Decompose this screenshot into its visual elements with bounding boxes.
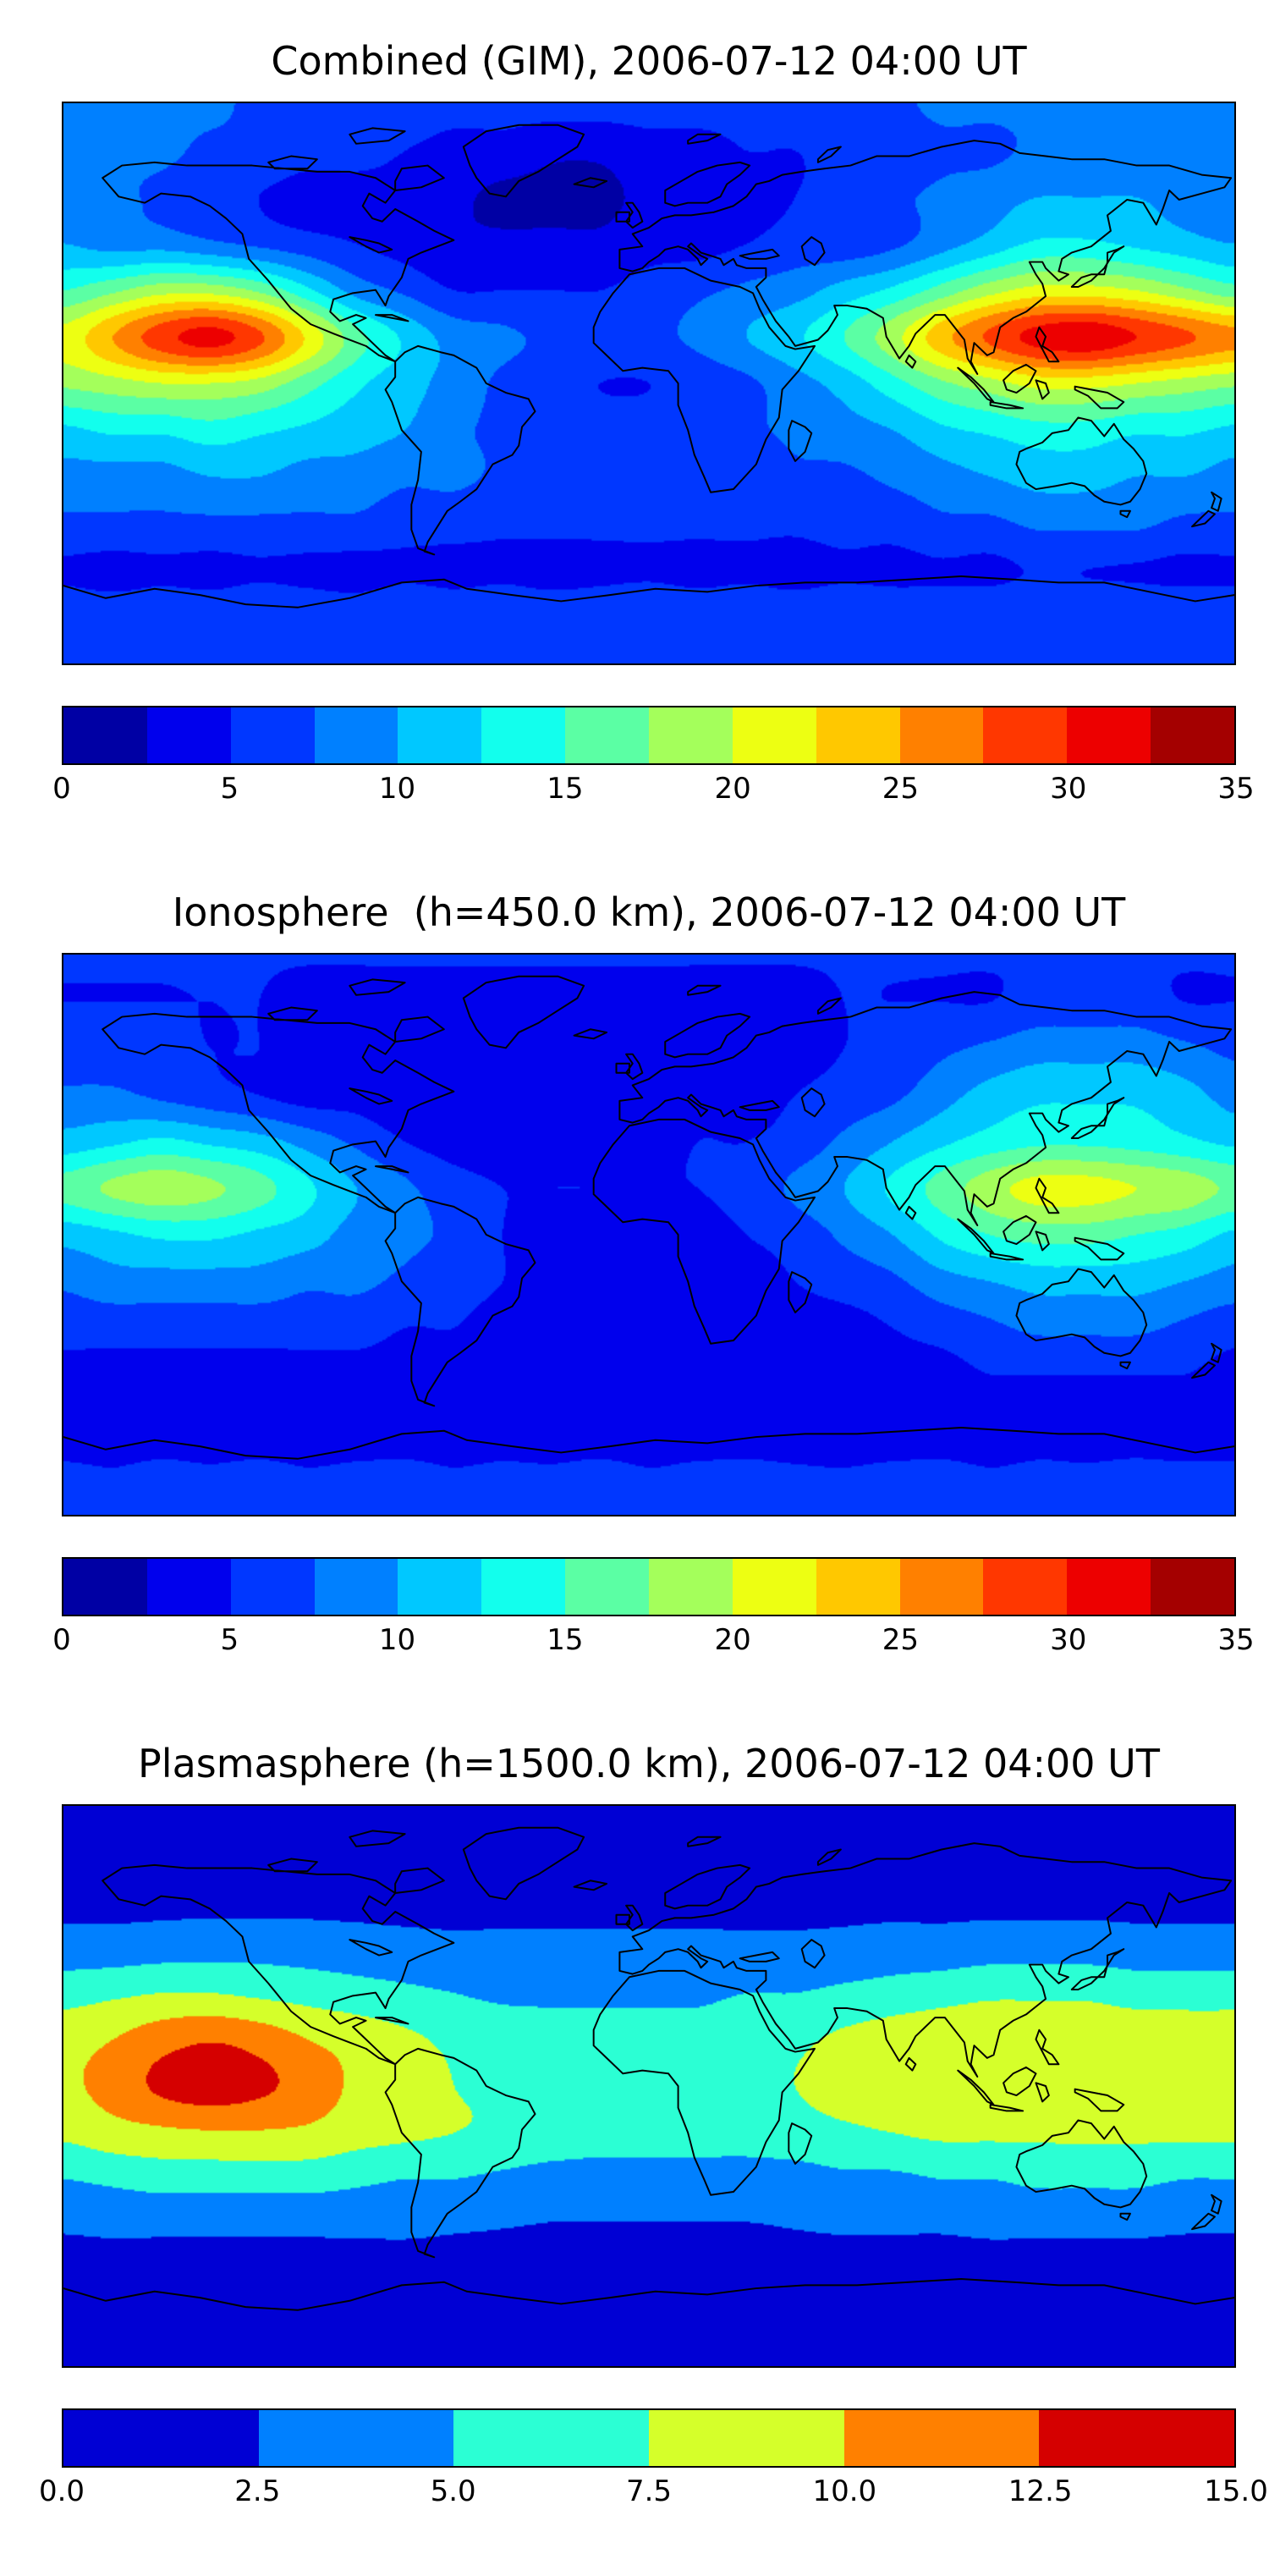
colorbar-tick-label: 5 bbox=[220, 1623, 239, 1657]
panel-plasmasphere: Plasmasphere (h=1500.0 km), 2006-07-12 0… bbox=[39, 1740, 1268, 2515]
colorbar-tick-label: 15 bbox=[547, 1623, 584, 1657]
colorbar-segment bbox=[732, 1559, 816, 1615]
colorbar-segment bbox=[649, 2410, 844, 2466]
colorbar-tick-label: 35 bbox=[1217, 1623, 1255, 1657]
colorbar-segment bbox=[565, 1559, 650, 1615]
colorbar-segment bbox=[314, 1559, 398, 1615]
colorbar-tick-label: 30 bbox=[1050, 1623, 1087, 1657]
colorbar-tick-label: 25 bbox=[882, 1623, 920, 1657]
colorbar-segment bbox=[983, 707, 1068, 763]
colorbar-segment bbox=[230, 707, 315, 763]
colorbar-ticks: 0 5 10 15 20 25 30 35 bbox=[52, 772, 1254, 812]
coastline-path bbox=[63, 124, 1234, 608]
colorbar-segment bbox=[983, 1559, 1068, 1615]
coastlines-overlay bbox=[63, 1826, 1234, 2311]
colorbar-tick-label: 15.0 bbox=[1204, 2474, 1268, 2508]
colorbar-tick-label: 5.0 bbox=[430, 2474, 476, 2508]
colorbar-ticks: 0 5 10 15 20 25 30 35 bbox=[52, 1623, 1254, 1664]
tec-contour-canvas bbox=[63, 1806, 1234, 2366]
colorbar-ticks: 0.0 2.5 5.0 7.5 10.0 12.5 15.0 bbox=[39, 2474, 1268, 2515]
colorbar bbox=[62, 2408, 1236, 2468]
panel-ionosphere: Ionosphere (h=450.0 km), 2006-07-12 04:0… bbox=[52, 889, 1254, 1664]
colorbar-segment bbox=[649, 1559, 733, 1615]
colorbar-segment bbox=[899, 1559, 984, 1615]
colorbar-segment bbox=[398, 1559, 482, 1615]
coastline-path bbox=[63, 975, 1234, 1460]
colorbar-tick-label: 12.5 bbox=[1008, 2474, 1073, 2508]
colorbar-tick-label: 0 bbox=[52, 1623, 71, 1657]
colorbar-segment bbox=[1151, 1559, 1235, 1615]
colorbar-tick-label: 30 bbox=[1050, 772, 1087, 806]
colorbar-segment bbox=[63, 1559, 147, 1615]
colorbar-segment bbox=[816, 1559, 900, 1615]
colorbar-segment bbox=[816, 707, 900, 763]
colorbar-tick-label: 20 bbox=[714, 772, 751, 806]
colorbar-segment bbox=[565, 707, 650, 763]
colorbar-segment bbox=[481, 1559, 566, 1615]
colorbar-segment bbox=[899, 707, 984, 763]
colorbar bbox=[62, 706, 1236, 765]
colorbar-segment bbox=[63, 2410, 259, 2466]
colorbar-tick-label: 25 bbox=[882, 772, 920, 806]
coastlines-overlay bbox=[63, 124, 1234, 608]
panel-title: Ionosphere (h=450.0 km), 2006-07-12 04:0… bbox=[172, 889, 1126, 935]
colorbar-segment bbox=[481, 707, 566, 763]
colorbar-segment bbox=[453, 2410, 650, 2466]
colorbar-tick-label: 2.5 bbox=[234, 2474, 281, 2508]
colorbar-tick-label: 10 bbox=[378, 772, 416, 806]
colorbar-tick-label: 5 bbox=[220, 772, 239, 806]
colorbar-segment bbox=[843, 2410, 1040, 2466]
tec-contour-canvas bbox=[63, 955, 1234, 1515]
coastlines-overlay bbox=[63, 975, 1234, 1460]
colorbar-segment bbox=[258, 2410, 454, 2466]
tec-maps-figure: Combined (GIM), 2006-07-12 04:00 UT 0 5 10… bbox=[0, 37, 1269, 2515]
colorbar-tick-label: 10.0 bbox=[812, 2474, 877, 2508]
colorbar-tick-label: 0 bbox=[52, 772, 71, 806]
colorbar-tick-label: 15 bbox=[547, 772, 584, 806]
panel-combined-gim: Combined (GIM), 2006-07-12 04:00 UT 0 5 10… bbox=[52, 37, 1254, 812]
world-map-plot bbox=[62, 102, 1236, 665]
colorbar bbox=[62, 1557, 1236, 1616]
tec-contour-canvas bbox=[63, 103, 1234, 663]
colorbar-segment bbox=[314, 707, 398, 763]
coastline-path bbox=[63, 1826, 1234, 2311]
colorbar-segment bbox=[146, 1559, 231, 1615]
colorbar-segment bbox=[1151, 707, 1235, 763]
colorbar-segment bbox=[146, 707, 231, 763]
colorbar-segment bbox=[63, 707, 147, 763]
colorbar-segment bbox=[1067, 1559, 1151, 1615]
colorbar-segment bbox=[649, 707, 733, 763]
colorbar-segment bbox=[1067, 707, 1151, 763]
panel-title: Plasmasphere (h=1500.0 km), 2006-07-12 0… bbox=[138, 1741, 1160, 1786]
colorbar-tick-label: 0.0 bbox=[38, 2474, 85, 2508]
panel-title: Combined (GIM), 2006-07-12 04:00 UT bbox=[271, 38, 1027, 84]
colorbar-tick-label: 20 bbox=[714, 1623, 751, 1657]
colorbar-tick-label: 7.5 bbox=[625, 2474, 673, 2508]
colorbar-tick-label: 35 bbox=[1217, 772, 1255, 806]
colorbar-segment bbox=[398, 707, 482, 763]
world-map-plot bbox=[62, 1804, 1236, 2368]
colorbar-segment bbox=[732, 707, 816, 763]
colorbar-tick-label: 10 bbox=[378, 1623, 416, 1657]
colorbar-segment bbox=[230, 1559, 315, 1615]
world-map-plot bbox=[62, 953, 1236, 1516]
colorbar-segment bbox=[1039, 2410, 1235, 2466]
